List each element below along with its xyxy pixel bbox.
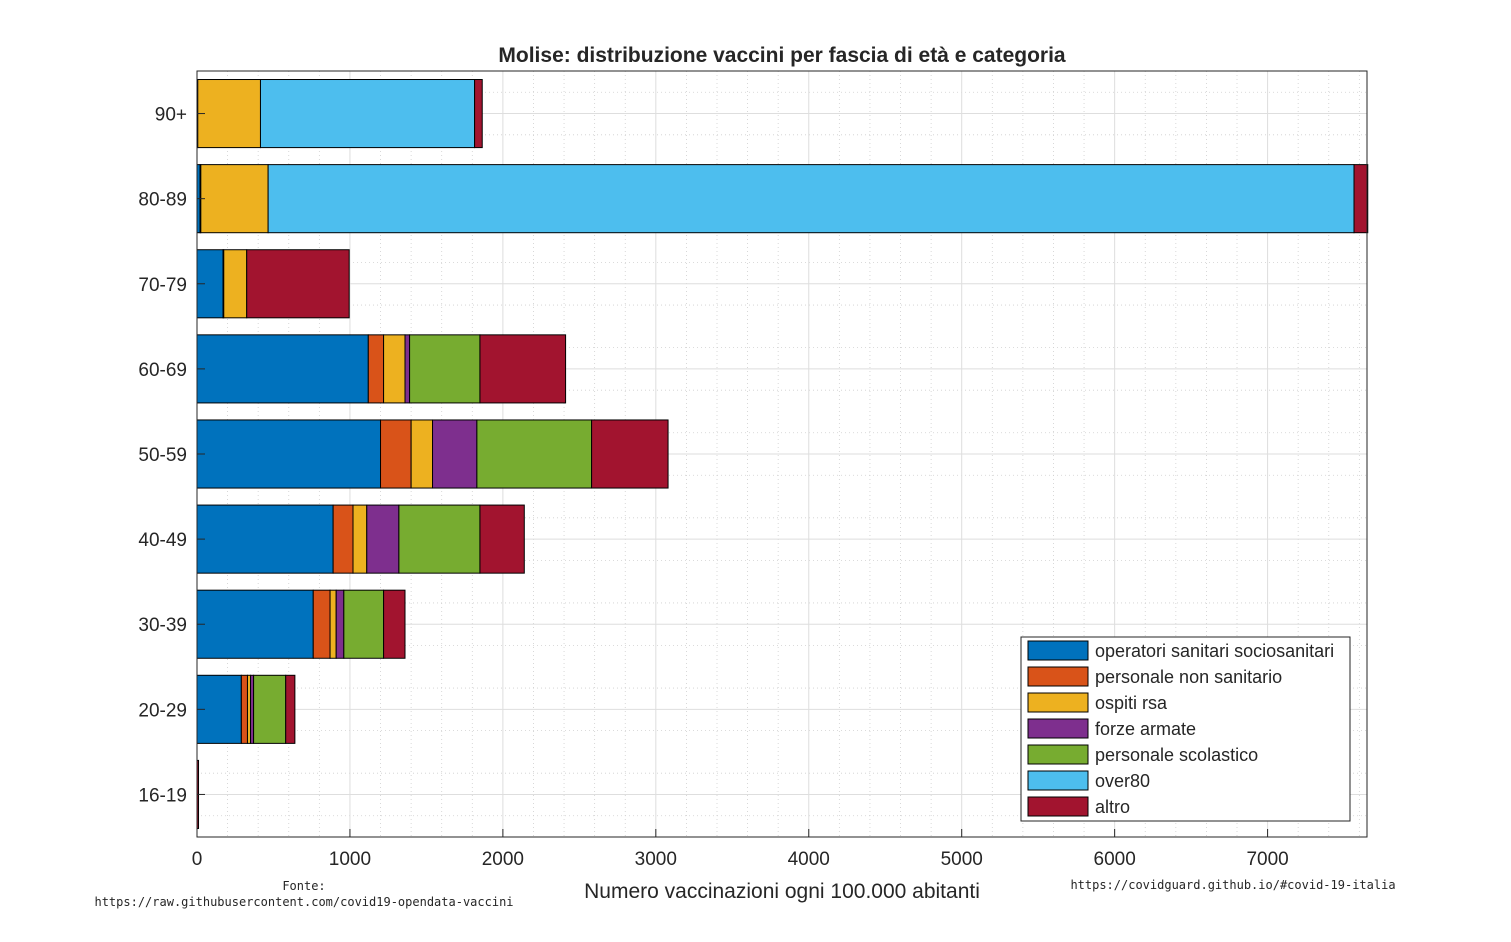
y-tick-label: 16-19 [138,785,187,806]
y-tick-label: 80-89 [138,190,187,211]
x-tick-label: 6000 [1094,849,1136,870]
x-tick-label: 0 [192,849,203,870]
legend-label: over80 [1095,771,1150,791]
legend-swatch [1027,718,1089,739]
bar-segment [367,334,385,404]
bar-segment [398,504,481,574]
minor-grid [197,71,1367,837]
legend-label: personale scolastico [1095,745,1258,765]
chart-title: Molise: distribuzione vaccini per fascia… [498,44,1066,67]
legend-swatch [1027,744,1089,765]
x-tick-label: 3000 [635,849,677,870]
x-tick-label: 2000 [482,849,524,870]
y-tick-label: 90+ [155,105,187,126]
bar-segment [409,334,481,404]
bar-segment [380,419,412,489]
bar-segment [332,504,354,574]
legend-label: personale non sanitario [1095,667,1282,687]
y-tick-label: 20-29 [138,700,187,721]
bar-segment [253,674,287,744]
x-tick-label: 4000 [788,849,830,870]
y-tick-label: 60-69 [138,360,187,381]
x-tick-label: 1000 [329,849,371,870]
legend-swatch [1027,692,1089,713]
x-tick-label: 5000 [941,849,983,870]
legend-label: altro [1095,797,1130,817]
bar-segment [259,79,476,149]
bar-segment [267,164,1355,234]
bar-segment [352,504,368,574]
x-tick-label: 7000 [1246,849,1288,870]
bar-segment [312,589,331,659]
bar-segment [285,674,296,744]
source-label: Fonte: [282,879,325,893]
legend-swatch [1027,770,1089,791]
legend-swatch [1027,666,1089,687]
legend-label: forze armate [1095,719,1196,739]
y-ticks: 16-19 20-29 30-39 40-49 50-59 60-69 70-79 80-89… [138,105,205,806]
x-axis-label: Numero vaccinazioni ogni 100.000 abitant… [584,880,980,903]
x-ticks: 0 1000 2000 3000 4000 5000 6000 7000 [192,829,1289,870]
bar-segment [223,249,248,319]
bar-segment [432,419,478,489]
bar-segment [196,419,382,489]
bars [196,79,1369,829]
y-tick-label: 30-39 [138,615,187,636]
bar-segment [404,334,411,404]
bar-segment [476,419,593,489]
bar-segment [479,504,525,574]
bar-segment [200,164,269,234]
bar-segment [591,419,669,489]
legend-label: operatori sanitari sociosanitari [1095,641,1334,661]
site-url: https://covidguard.github.io/#covid-19-i… [1070,878,1395,892]
bar-segment [196,589,314,659]
bar-segment [196,504,334,574]
y-tick-label: 70-79 [138,275,187,296]
legend: operatori sanitari sociosanitari personal… [1020,636,1351,822]
bar-segment [343,589,385,659]
bar-segment [329,589,337,659]
bar-segment [197,79,261,149]
bar-segment [474,79,483,149]
bar-segment [196,334,369,404]
y-tick-label: 50-59 [138,445,187,466]
legend-swatch [1027,640,1089,661]
bar-segment [383,334,406,404]
bar-segment [1353,164,1369,234]
bar-segment [335,589,345,659]
bar-segment [479,334,567,404]
bar-segment [383,589,406,659]
bar-segment [246,249,350,319]
legend-label: ospiti rsa [1095,693,1168,713]
source-url: https://raw.githubusercontent.com/covid1… [94,895,513,909]
bar-segment [240,674,248,744]
y-tick-label: 40-49 [138,530,187,551]
bar-segment [366,504,400,574]
bar-segment [410,419,434,489]
legend-swatch [1027,796,1089,817]
